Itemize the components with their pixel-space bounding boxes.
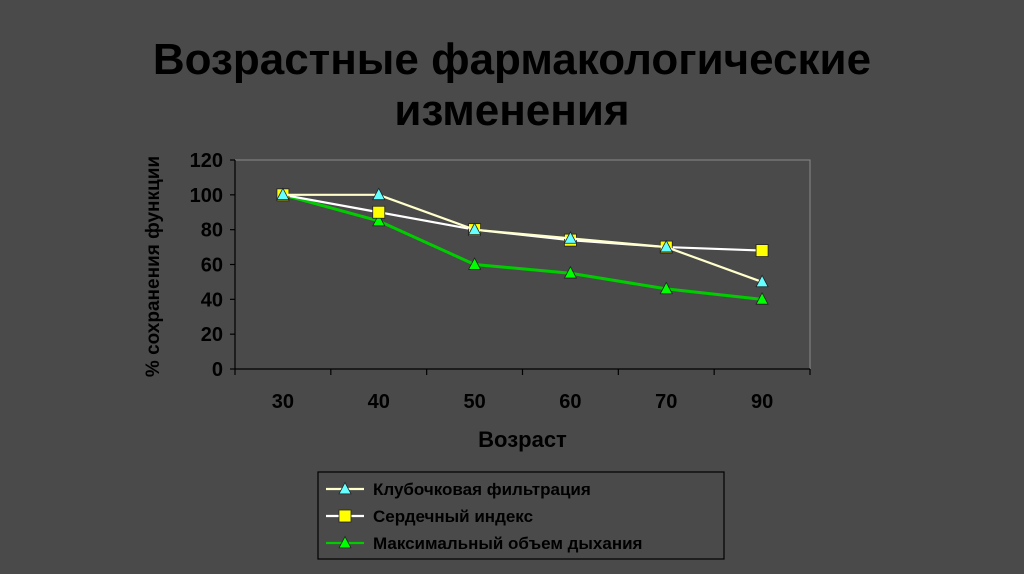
series-line [282, 193, 763, 283]
slide-title-line-2: изменения [394, 86, 630, 135]
x-tick-label: 40 [368, 391, 390, 413]
y-tick-label: 20 [201, 324, 223, 346]
slide-title: Возрастные фармакологические изменения [0, 34, 1024, 136]
x-tick-label: 90 [751, 391, 773, 413]
data-point [755, 244, 769, 257]
data-point [755, 274, 769, 288]
data-point [659, 239, 673, 253]
legend-box [317, 471, 725, 560]
x-tick-labels: 30 40 50 60 70 90 [234, 369, 811, 413]
slide-title-line-1: Возрастные фармакологические [152, 35, 872, 84]
series [276, 187, 769, 305]
legend-label: Максимальный объем дыхания [373, 534, 642, 553]
axes [234, 159, 811, 370]
legend: Клубочковая фильтрация Сердечный индекс Ма… [317, 471, 725, 560]
series-1 [276, 187, 769, 288]
legend-entry: Максимальный объем дыхания [326, 534, 642, 553]
legend-entry: Сердечный индекс [326, 507, 533, 526]
data-point [563, 231, 578, 244]
data-point [467, 222, 482, 235]
y-tick-label: 120 [190, 150, 223, 172]
data-point [276, 187, 290, 201]
legend-label: Клубочковая фильтрация [373, 480, 591, 499]
data-point [467, 257, 482, 270]
data-point [659, 281, 673, 295]
x-tick-label: 60 [559, 391, 581, 413]
data-point [372, 213, 386, 227]
data-point [372, 205, 386, 219]
y-tick-label: 60 [201, 255, 223, 277]
y-tick-label: 0 [212, 359, 223, 381]
y-tick-label: 100 [190, 185, 223, 207]
plot-area [234, 159, 811, 370]
legend-swatch-marker [338, 481, 352, 495]
data-point [755, 291, 769, 305]
y-axis-title: % сохранения функции [143, 156, 164, 377]
legend-swatch-marker [338, 509, 352, 523]
x-tick-label: 70 [655, 391, 677, 413]
legend-swatch-marker [338, 535, 352, 549]
data-point [372, 187, 386, 201]
legend-label: Сердечный индекс [373, 507, 533, 526]
y-tick-labels: 0 20 40 60 80 100 120 [190, 150, 235, 381]
y-tick-label: 80 [201, 220, 223, 242]
x-tick-label: 50 [463, 391, 485, 413]
legend-entry: Клубочковая фильтрация [326, 480, 591, 499]
data-point [563, 265, 578, 279]
x-tick-label: 30 [272, 391, 294, 413]
series-line [282, 193, 763, 301]
y-tick-label: 40 [201, 289, 223, 311]
x-axis-title: Возраст [478, 427, 567, 452]
